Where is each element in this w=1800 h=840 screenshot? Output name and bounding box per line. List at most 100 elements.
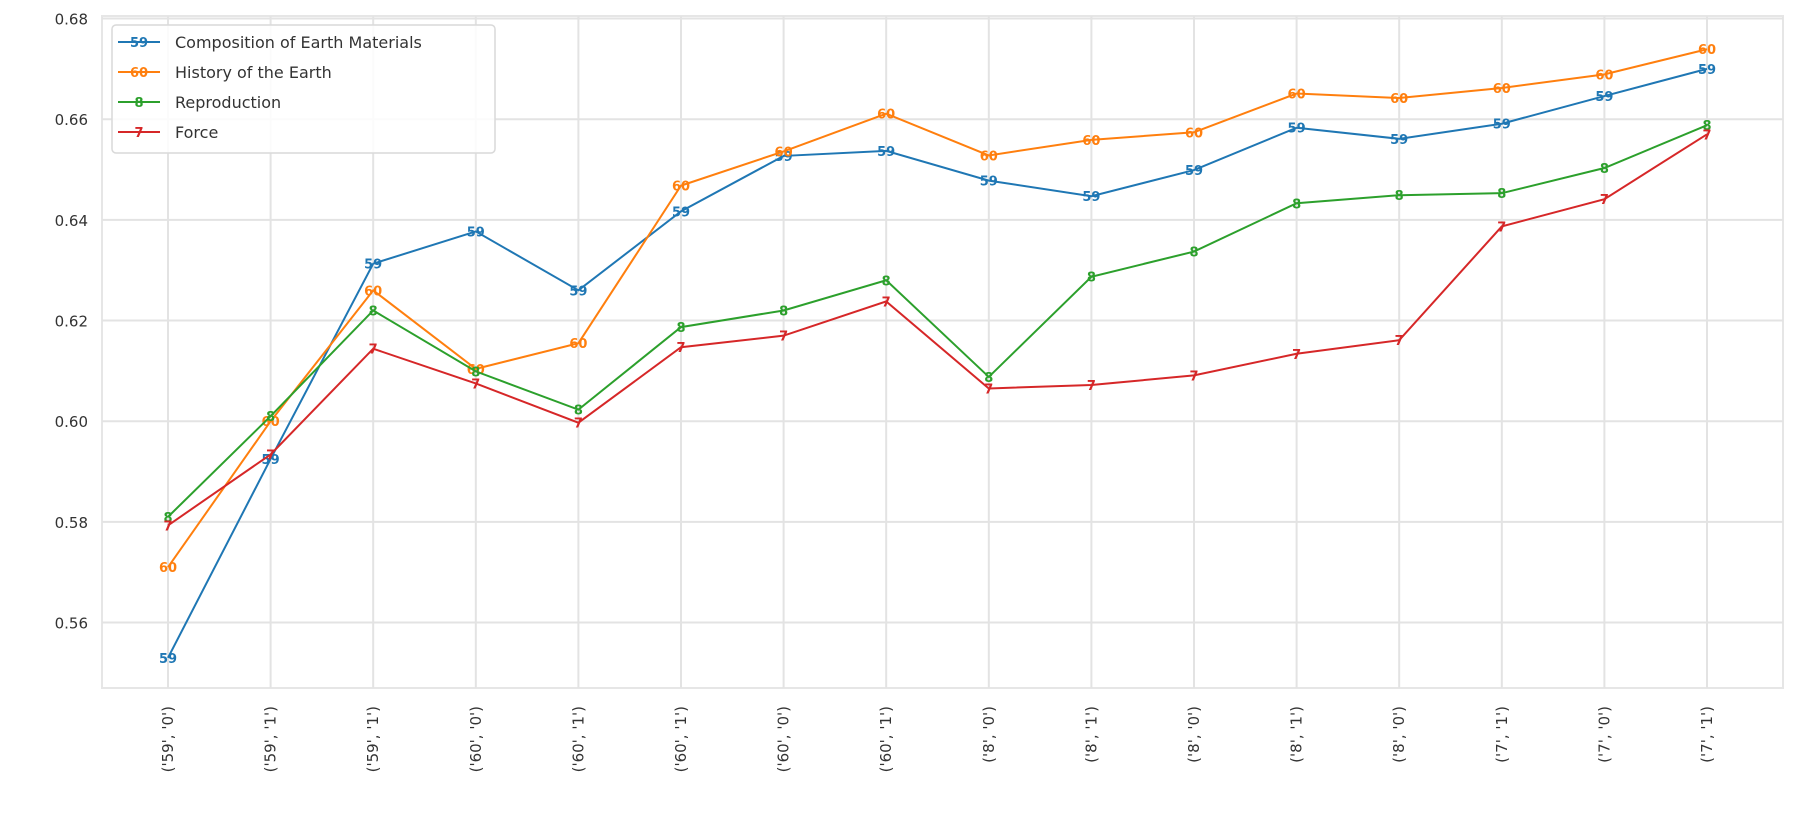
- data-point-marker: 8: [882, 274, 891, 289]
- data-point-marker: 7: [1189, 369, 1198, 384]
- data-point-marker: 59: [1493, 118, 1511, 133]
- data-point-marker: 7: [779, 330, 788, 345]
- data-point-marker: 8: [1702, 119, 1711, 134]
- y-tick-label: 0.62: [55, 313, 88, 331]
- x-tick-label: ('8', '1'): [1288, 706, 1306, 763]
- series-line: [167, 124, 1708, 518]
- data-point-marker: 59: [980, 175, 998, 190]
- data-point-marker: 7: [984, 382, 993, 397]
- x-tick-label: ('8', '0'): [1185, 706, 1203, 763]
- legend-marker: 60: [130, 66, 148, 81]
- data-point-marker: 8: [984, 371, 993, 386]
- data-point-marker: 7: [471, 377, 480, 392]
- data-point-marker: 7: [1292, 348, 1301, 363]
- x-tick-label: ('59', '1'): [364, 706, 382, 772]
- series-line: [167, 133, 1708, 527]
- data-point-marker: 8: [1497, 187, 1506, 202]
- data-point-marker: 59: [467, 225, 485, 240]
- data-point-marker: 60: [1493, 82, 1511, 97]
- series-reproduction: 8 8 8 8 8 8 8 8 8 8 8 8 8 8 8 8: [163, 119, 1711, 526]
- data-point-marker: 60: [1082, 134, 1100, 149]
- data-point-marker: 60: [159, 561, 177, 576]
- y-tick-label: 0.68: [55, 11, 88, 29]
- data-point-marker: 60: [980, 149, 998, 164]
- data-point-marker: 8: [676, 321, 685, 336]
- series-line: [167, 67, 1708, 659]
- data-point-marker: 7: [1702, 128, 1711, 143]
- x-tick-label: ('60', '1'): [877, 706, 895, 772]
- x-tick-label: ('60', '0'): [467, 706, 485, 772]
- legend-box: [111, 24, 496, 154]
- data-point-marker: 8: [1189, 246, 1198, 261]
- data-point-marker: 8: [369, 304, 378, 319]
- legend-label: Composition of Earth Materials: [175, 33, 422, 52]
- data-point-marker: 59: [1698, 63, 1716, 78]
- y-axis-tick-labels: 0.56 0.58 0.60 0.62 0.64 0.66 0.68: [55, 11, 88, 633]
- data-point-marker: 7: [369, 343, 378, 358]
- data-point-marker: 7: [163, 519, 172, 534]
- x-tick-label: ('60', '1'): [672, 706, 690, 772]
- data-point-marker: 60: [775, 145, 793, 160]
- data-point-marker: 8: [266, 410, 275, 425]
- data-point-marker: 59: [1288, 122, 1306, 137]
- data-point-marker: 8: [471, 365, 480, 380]
- data-point-marker: 60: [1595, 68, 1613, 83]
- data-point-marker: 60: [364, 284, 382, 299]
- series-line: [167, 48, 1708, 568]
- x-tick-label: ('7', '1'): [1493, 706, 1511, 763]
- data-point-marker: 59: [364, 258, 382, 273]
- data-point-marker: 8: [574, 404, 583, 419]
- x-tick-label: ('60', '0'): [775, 706, 793, 772]
- data-point-marker: 8: [1292, 197, 1301, 212]
- data-point-marker: 60: [1698, 43, 1716, 58]
- data-point-marker: 59: [1082, 190, 1100, 205]
- x-tick-label: ('59', '1'): [262, 706, 280, 772]
- data-point-marker: 59: [1595, 90, 1613, 105]
- legend-label: Reproduction: [175, 93, 281, 112]
- data-point-marker: 7: [1087, 379, 1096, 394]
- y-tick-label: 0.66: [55, 111, 88, 129]
- data-point-marker: 7: [574, 417, 583, 432]
- data-point-marker: 59: [877, 145, 895, 160]
- legend-item: 59 Composition of Earth Materials: [118, 33, 422, 52]
- data-point-marker: 59: [672, 205, 690, 220]
- data-point-marker: 7: [1497, 220, 1506, 235]
- data-point-marker: 7: [1395, 334, 1404, 349]
- x-tick-label: ('7', '1'): [1698, 706, 1716, 763]
- data-point-marker: 60: [877, 108, 895, 123]
- data-point-marker: 59: [569, 284, 587, 299]
- data-point-marker: 8: [1395, 189, 1404, 204]
- x-tick-label: ('60', '1'): [569, 706, 587, 772]
- x-tick-label: ('8', '0'): [1390, 706, 1408, 763]
- y-tick-label: 0.58: [55, 514, 88, 532]
- data-point-marker: 59: [1390, 133, 1408, 148]
- legend-label: Force: [175, 123, 218, 142]
- data-point-marker: 8: [1600, 162, 1609, 177]
- x-tick-label: ('7', '0'): [1595, 706, 1613, 763]
- series-force: 7 7 7 7 7 7 7 7 7 7 7 7 7 7 7 7: [163, 128, 1711, 534]
- data-point-marker: 7: [882, 295, 891, 310]
- data-point-marker: 8: [163, 511, 172, 526]
- data-point-marker: 7: [676, 341, 685, 356]
- legend-label: History of the Earth: [175, 63, 332, 82]
- legend-marker: 8: [134, 96, 143, 111]
- data-point-marker: 8: [1087, 271, 1096, 286]
- x-axis-tick-labels: ('59', '0') ('59', '1') ('59', '1') ('60', …: [159, 706, 1716, 772]
- legend-item: 7 Force: [118, 123, 218, 142]
- data-point-marker: 60: [1185, 126, 1203, 141]
- legend-marker: 59: [130, 36, 148, 51]
- data-point-marker: 60: [1288, 88, 1306, 103]
- data-point-marker: 60: [1390, 92, 1408, 107]
- data-point-marker: 7: [1600, 193, 1609, 208]
- data-point-marker: 60: [672, 180, 690, 195]
- legend-marker: 7: [134, 126, 143, 141]
- legend-item: 8 Reproduction: [118, 93, 281, 112]
- x-tick-label: ('59', '0'): [159, 706, 177, 772]
- data-point-marker: 60: [262, 415, 280, 430]
- y-tick-label: 0.60: [55, 413, 88, 431]
- data-point-marker: 8: [779, 304, 788, 319]
